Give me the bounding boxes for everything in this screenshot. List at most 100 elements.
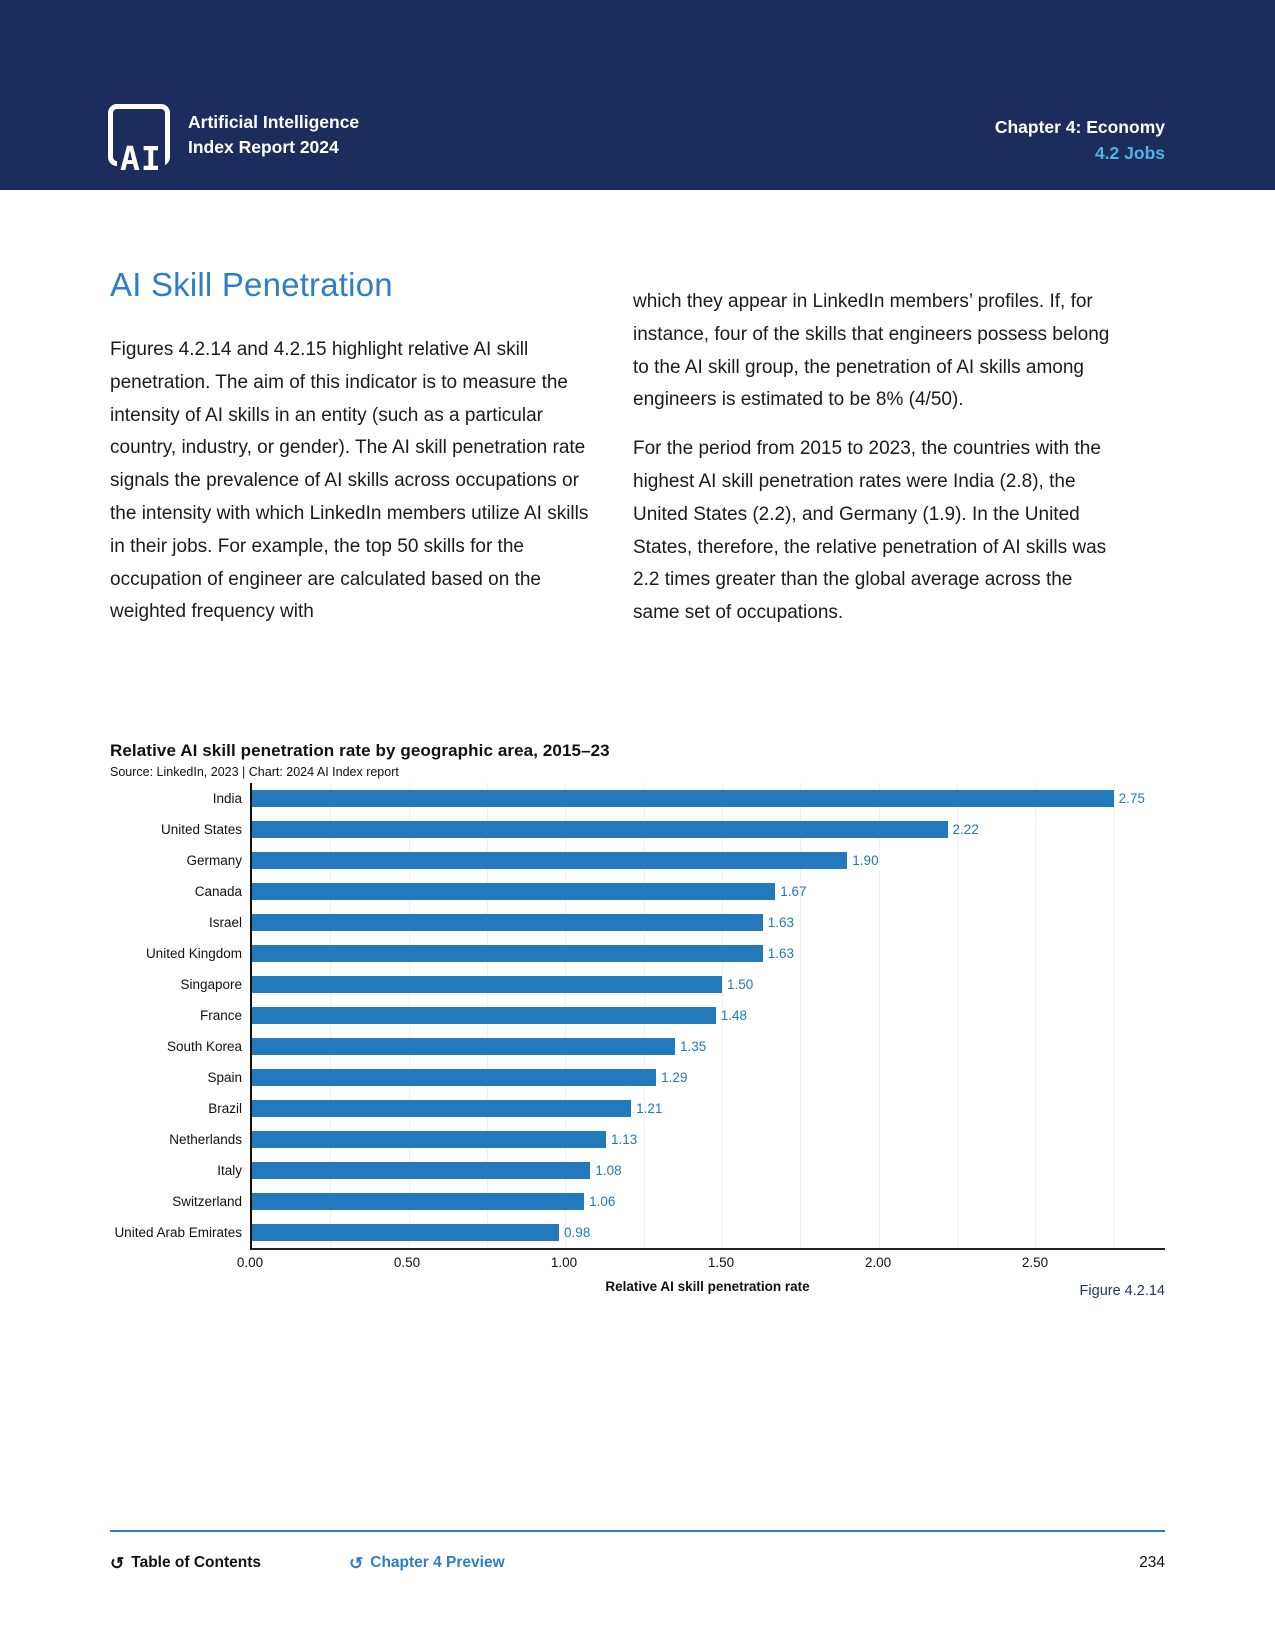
page-header: AI Artificial Intelligence Index Report … bbox=[0, 0, 1275, 190]
bar-value-label: 1.13 bbox=[611, 1132, 638, 1147]
chart-plot-area: 2.75 2.22 1.90 1.67 1.63 1.63 1.50 1.48 1.35 1.29… bbox=[250, 783, 1165, 1250]
bar-chart: Relative AI skill penetration rate by ge… bbox=[110, 741, 1165, 1299]
bar-row: 1.06 bbox=[252, 1186, 1165, 1217]
category-label: Brazil bbox=[208, 1101, 242, 1116]
section-label: 4.2 Jobs bbox=[1094, 142, 1165, 163]
bar bbox=[252, 1193, 585, 1210]
chapter-preview-link[interactable]: ↺ Chapter 4 Preview bbox=[349, 1554, 505, 1572]
bar bbox=[252, 790, 1114, 807]
bar-row: 2.75 bbox=[252, 783, 1165, 814]
x-axis-ticks: 0.00 0.50 1.00 1.50 2.00 2.50 bbox=[237, 1255, 1165, 1273]
chart-title: Relative AI skill penetration rate by ge… bbox=[110, 741, 610, 760]
category-label: South Korea bbox=[166, 1039, 242, 1054]
bar bbox=[252, 883, 776, 900]
chart-plot: India United States Germany Canada Israel Uni… bbox=[110, 783, 1165, 1250]
category-label: Singapore bbox=[180, 977, 242, 992]
chart-source: Source: LinkedIn, 2023 | Chart: 2024 AI … bbox=[110, 765, 399, 779]
footer-divider bbox=[110, 1530, 1165, 1532]
body-paragraph-left: Figures 4.2.14 and 4.2.15 highlight rela… bbox=[110, 339, 589, 623]
chart-bars: 2.75 2.22 1.90 1.67 1.63 1.63 1.50 1.48 1.35 1.29… bbox=[252, 783, 1165, 1248]
bar-row: 1.63 bbox=[252, 907, 1165, 938]
ai-index-logo-icon: AI bbox=[108, 104, 170, 175]
bar-value-label: 2.22 bbox=[952, 822, 979, 837]
text-column-right: which they appear in LinkedIn members’ p… bbox=[633, 286, 1113, 630]
category-label: India bbox=[212, 791, 242, 806]
brand-line-2: Index Report 2024 bbox=[188, 137, 339, 157]
bar bbox=[252, 1069, 657, 1086]
bar bbox=[252, 1100, 632, 1117]
bar-value-label: 1.50 bbox=[726, 977, 754, 992]
bar-row: 1.13 bbox=[252, 1124, 1165, 1155]
undo-arrow-icon: ↺ bbox=[110, 1553, 125, 1573]
category-label: United Kingdom bbox=[145, 946, 242, 961]
gridline bbox=[878, 783, 880, 1248]
bar-value-label: 1.63 bbox=[767, 915, 794, 930]
bar-row: 1.63 bbox=[252, 938, 1165, 969]
bar-row: 1.21 bbox=[252, 1093, 1165, 1124]
bar-value-label: 1.63 bbox=[767, 946, 794, 961]
category-label: Canada bbox=[194, 884, 242, 899]
bar bbox=[252, 1224, 560, 1241]
brand: AI Artificial Intelligence Index Report … bbox=[108, 104, 359, 175]
bar bbox=[252, 1162, 591, 1179]
article: AI Skill Penetration Figures 4.2.14 and … bbox=[110, 262, 1165, 630]
table-of-contents-label: Table of Contents bbox=[131, 1554, 261, 1571]
x-tick-label: 2.50 bbox=[1021, 1255, 1049, 1270]
bar-row: 1.35 bbox=[252, 1031, 1165, 1062]
bar-value-label: 1.90 bbox=[852, 853, 879, 868]
bar bbox=[252, 821, 948, 838]
page-title: AI Skill Penetration bbox=[110, 266, 393, 303]
undo-arrow-icon: ↺ bbox=[349, 1553, 364, 1573]
bar-value-label: 1.06 bbox=[589, 1194, 616, 1209]
category-label: United States bbox=[160, 822, 242, 837]
category-label: France bbox=[199, 1008, 242, 1023]
bar-value-label: 1.29 bbox=[661, 1070, 688, 1085]
chapter-label: Chapter 4: Economy bbox=[994, 117, 1165, 138]
bar-row: 2.22 bbox=[252, 814, 1165, 845]
category-label: United Arab Emirates bbox=[114, 1225, 242, 1240]
category-label: Spain bbox=[207, 1070, 242, 1085]
bar bbox=[252, 1038, 675, 1055]
bar-row: 1.90 bbox=[252, 845, 1165, 876]
bar-value-label: 0.98 bbox=[564, 1225, 591, 1240]
bar-value-label: 1.67 bbox=[780, 884, 807, 899]
table-of-contents-link[interactable]: ↺ Table of Contents bbox=[110, 1554, 261, 1572]
logo-letters: AI bbox=[117, 142, 165, 175]
bar-row: 1.50 bbox=[252, 969, 1165, 1000]
chapter-preview-label: Chapter 4 Preview bbox=[370, 1554, 505, 1571]
gridline bbox=[721, 783, 723, 1248]
bar-value-label: 1.21 bbox=[636, 1101, 663, 1116]
chart-category-labels: India United States Germany Canada Israel Uni… bbox=[110, 783, 250, 1250]
figure-caption: Figure 4.2.14 bbox=[1079, 1283, 1165, 1299]
bar-row: 0.98 bbox=[252, 1217, 1165, 1248]
gridline bbox=[800, 783, 802, 1248]
category-label: Netherlands bbox=[169, 1132, 242, 1147]
gridline bbox=[956, 783, 958, 1248]
header-breadcrumb: Chapter 4: Economy 4.2 Jobs bbox=[995, 115, 1165, 166]
bar-row: 1.29 bbox=[252, 1062, 1165, 1093]
page-footer: ↺ Table of Contents ↺ Chapter 4 Preview … bbox=[110, 1554, 1165, 1572]
bar-row: 1.08 bbox=[252, 1155, 1165, 1186]
brand-title: Artificial Intelligence Index Report 202… bbox=[188, 110, 359, 161]
bar bbox=[252, 914, 763, 931]
bar-value-label: 1.35 bbox=[679, 1039, 707, 1054]
bar-row: 1.48 bbox=[252, 1000, 1165, 1031]
bar-value-label: 1.48 bbox=[720, 1008, 747, 1023]
bar-value-label: 1.08 bbox=[595, 1163, 622, 1178]
bar bbox=[252, 852, 848, 869]
x-tick-label: 2.00 bbox=[864, 1255, 892, 1270]
bar bbox=[252, 1007, 716, 1024]
bar-row: 1.67 bbox=[252, 876, 1165, 907]
body-paragraph-right-2: For the period from 2015 to 2023, the co… bbox=[633, 438, 1107, 624]
text-column-left: AI Skill Penetration Figures 4.2.14 and … bbox=[110, 262, 605, 630]
body-paragraph-right-1: which they appear in LinkedIn members’ p… bbox=[633, 291, 1110, 411]
x-axis-label: Relative AI skill penetration rate bbox=[605, 1279, 810, 1294]
brand-line-1: Artificial Intelligence bbox=[188, 111, 360, 132]
page-number: 234 bbox=[1139, 1554, 1165, 1571]
x-tick-label: 0.50 bbox=[393, 1255, 421, 1270]
bar bbox=[252, 1131, 607, 1148]
gridline bbox=[1035, 783, 1037, 1248]
x-tick-label: 0.00 bbox=[236, 1255, 264, 1270]
category-label: Italy bbox=[217, 1163, 242, 1178]
